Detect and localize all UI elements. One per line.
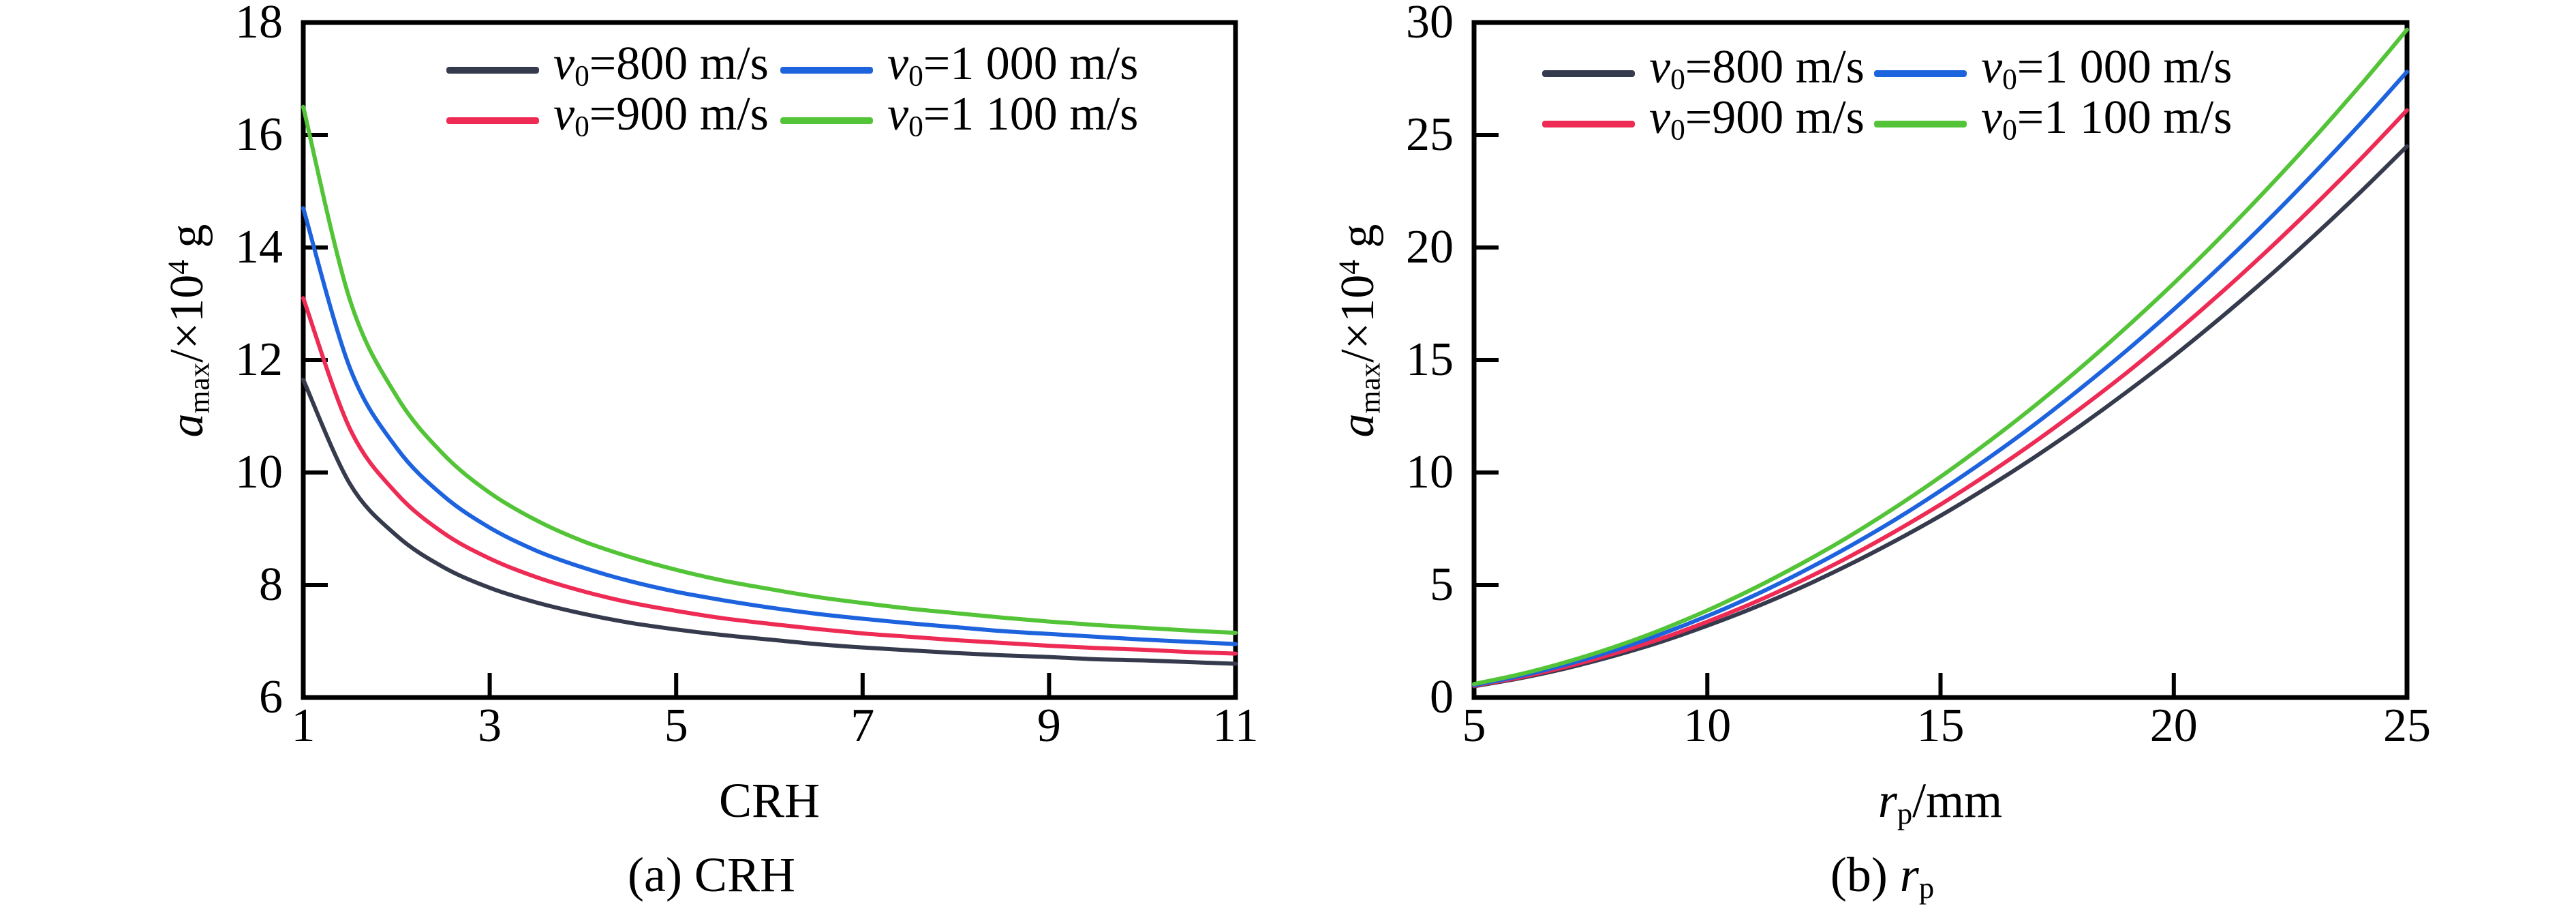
label-fragment: 0	[2002, 113, 2017, 147]
label-fragment: v	[887, 88, 909, 141]
legend-a: v0=800 m/s v0=1 000 m/s v0=900 m/s v0=1 100…	[446, 39, 1138, 146]
series-curve	[301, 377, 1238, 666]
x-axis-label-b: rp/mm	[1668, 773, 2213, 841]
legend-row: v0=900 m/s v0=1 100 m/s	[446, 89, 1138, 146]
label-fragment: 0	[908, 110, 923, 143]
legend-line-swatch	[446, 117, 539, 124]
legend-line-swatch	[780, 117, 873, 124]
legend-label: v0=800 m/s	[1649, 42, 1874, 105]
legend-line-swatch	[446, 67, 539, 74]
y-tick-label: 5	[1430, 558, 1454, 611]
caption-a: (a) CRH	[628, 847, 795, 902]
x-tick-label: 25	[2383, 700, 2431, 752]
x-tick-label: 3	[478, 700, 502, 752]
legend-label: v0=1 000 m/s	[887, 39, 1138, 102]
label-fragment: v	[1981, 91, 2003, 145]
legend-line-swatch	[1542, 70, 1635, 77]
y-tick-label: 25	[1406, 108, 1454, 161]
series-curve	[1472, 144, 2409, 689]
y-tick-label: 18	[235, 0, 283, 48]
label-fragment: a	[1331, 413, 1384, 438]
legend-label: v0=900 m/s	[553, 89, 780, 152]
legend-line-swatch	[1874, 121, 1967, 127]
x-tick-label: 11	[1212, 700, 1259, 752]
legend-line-swatch	[1874, 70, 1967, 77]
legend-row: v0=800 m/s v0=1 000 m/s	[1542, 42, 2232, 99]
label-fragment: =800 m/s	[589, 38, 769, 91]
x-tick-label: 5	[1462, 700, 1486, 752]
label-fragment: v	[1981, 41, 2003, 94]
series-curve	[1472, 27, 2409, 687]
label-fragment: r	[1877, 773, 1897, 828]
label-fragment: =1 000 m/s	[923, 38, 1139, 91]
y-tick-label: 20	[1406, 221, 1454, 273]
legend-b: v0=800 m/s v0=1 000 m/s v0=900 m/s v0=1 100…	[1542, 42, 2232, 149]
legend-label: v0=1 000 m/s	[1981, 42, 2232, 105]
x-tick-label: 5	[664, 700, 688, 752]
y-tick-label: 12	[235, 333, 283, 386]
label-fragment: /mm	[1912, 773, 2003, 828]
x-tick-label: 9	[1037, 700, 1061, 752]
y-tick-label: 10	[1406, 446, 1454, 498]
label-fragment: =1 000 m/s	[2017, 41, 2233, 94]
label-fragment: 0	[908, 59, 923, 93]
label-fragment: p	[1918, 870, 1935, 905]
series-curve	[301, 206, 1238, 646]
label-fragment: r	[1899, 847, 1919, 902]
y-tick-label: 6	[259, 671, 283, 723]
label-fragment: =900 m/s	[1685, 91, 1865, 145]
label-fragment: p	[1897, 796, 1913, 830]
label-fragment: v	[553, 88, 575, 141]
label-fragment: a	[160, 413, 213, 438]
series-curve	[301, 296, 1238, 656]
x-axis-label-a: CRH	[718, 773, 821, 828]
y-tick-label: 14	[235, 221, 283, 273]
y-tick-label: 0	[1430, 671, 1454, 723]
label-fragment: (b)	[1830, 847, 1900, 902]
label-fragment: v	[1649, 91, 1671, 145]
series-curve	[301, 104, 1238, 635]
y-tick-label: 16	[235, 108, 283, 161]
y-tick-label: 30	[1406, 0, 1454, 48]
label-fragment: v	[553, 38, 575, 91]
legend-label: v0=1 100 m/s	[1981, 93, 2232, 155]
x-tick-label: 15	[1916, 700, 1965, 752]
x-tick-label: 7	[850, 700, 875, 752]
legend-line-swatch	[780, 67, 873, 74]
label-fragment: 0	[2002, 63, 2017, 96]
label-fragment: v	[1649, 41, 1671, 94]
series-curve	[1472, 108, 2409, 688]
x-tick-label: 1	[291, 700, 316, 752]
label-fragment: =800 m/s	[1685, 41, 1865, 94]
x-tick-label: 20	[2149, 700, 2198, 752]
series-curve	[1472, 70, 2409, 687]
y-tick-label: 8	[259, 558, 283, 611]
legend-row: v0=900 m/s v0=1 100 m/s	[1542, 93, 2232, 149]
legend-label: v0=900 m/s	[1649, 93, 1874, 155]
label-fragment: 0	[1670, 63, 1685, 96]
label-fragment: =1 100 m/s	[2017, 91, 2233, 145]
label-fragment: =1 100 m/s	[923, 88, 1139, 141]
legend-label: v0=1 100 m/s	[887, 89, 1138, 152]
label-fragment: 0	[574, 59, 589, 93]
legend-row: v0=800 m/s v0=1 000 m/s	[446, 39, 1138, 95]
y-tick-label: 10	[235, 446, 283, 498]
label-fragment: =900 m/s	[589, 88, 769, 141]
y-tick-label: 15	[1406, 333, 1454, 386]
x-tick-label: 10	[1683, 700, 1732, 752]
caption-b: (b) rp	[1610, 847, 2155, 915]
label-fragment: v	[887, 38, 909, 91]
legend-line-swatch	[1542, 121, 1635, 127]
label-fragment: 0	[574, 110, 589, 143]
legend-label: v0=800 m/s	[553, 39, 780, 102]
label-fragment: 0	[1670, 113, 1685, 147]
